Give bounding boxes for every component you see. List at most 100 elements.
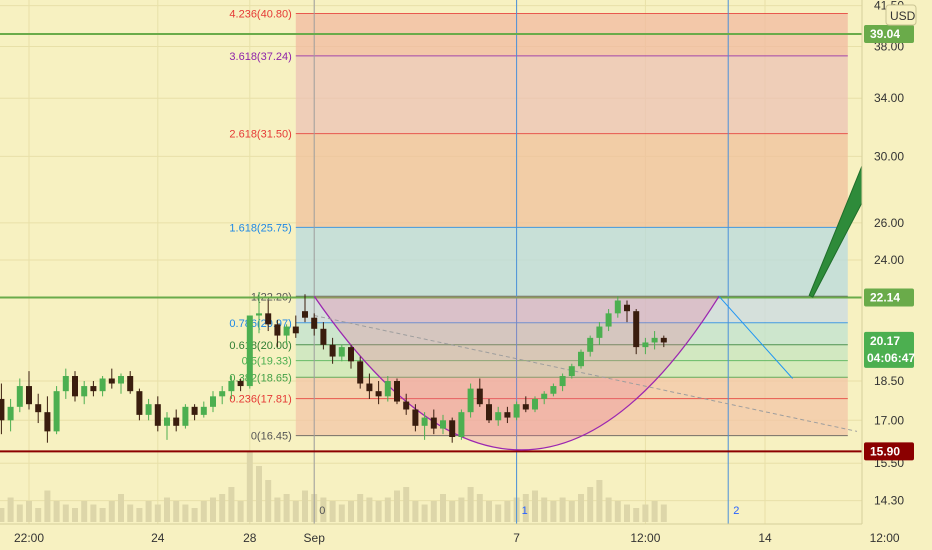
volume-bar	[265, 480, 272, 522]
candle-body	[154, 404, 161, 426]
candle-body	[458, 412, 465, 438]
candle-body	[624, 304, 630, 312]
candle-body	[99, 378, 106, 392]
candle-body	[403, 401, 410, 410]
time-axis-tick: 7	[513, 531, 520, 545]
volume-bar	[476, 494, 483, 522]
price-tag: 22.14	[870, 291, 900, 305]
candle-body	[476, 388, 483, 405]
price-axis-tick: 26.00	[874, 216, 904, 230]
candle-body	[633, 311, 640, 348]
candle-body	[366, 383, 373, 392]
candle-body	[164, 417, 170, 426]
candle-body	[145, 404, 152, 415]
time-axis-tick: Sep	[304, 531, 326, 545]
volume-bar	[550, 501, 557, 522]
volume-bar	[532, 490, 538, 522]
volume-bar	[35, 508, 42, 522]
candle-body	[504, 412, 511, 418]
volume-bar	[614, 501, 621, 522]
currency-badge	[885, 4, 917, 26]
candle-body	[532, 398, 538, 410]
volume-bar	[384, 497, 391, 522]
time-axis-tick: 28	[243, 531, 257, 545]
candle-body	[596, 326, 603, 338]
candle-body	[394, 381, 400, 402]
candle-body	[173, 417, 180, 426]
candle-body	[642, 342, 649, 348]
volume-bar	[486, 501, 492, 522]
cycle-label: 0	[319, 505, 325, 517]
volume-bar	[375, 501, 382, 522]
candle-body	[486, 404, 492, 421]
volume-bar	[660, 504, 667, 522]
candle-body	[559, 376, 566, 387]
volume-bar	[200, 501, 207, 522]
volume-bar	[274, 497, 281, 522]
candle-body	[108, 378, 115, 384]
candle-body	[200, 406, 207, 415]
volume-bar	[449, 501, 456, 522]
candle-body	[246, 315, 253, 387]
volume-bar	[90, 504, 97, 522]
fib-zone	[295, 322, 848, 345]
candle-body	[237, 381, 244, 387]
volume-bar	[578, 494, 584, 522]
price-axis-tick: 14.30	[874, 494, 904, 508]
time-axis-tick: 22:00	[14, 531, 44, 545]
candle-body	[62, 376, 69, 392]
cup-pattern-curve	[313, 295, 720, 451]
candle-body	[467, 388, 474, 413]
candle-body	[81, 386, 88, 397]
candle-body	[256, 313, 262, 316]
volume-bar	[587, 487, 594, 522]
candle-body	[660, 337, 667, 343]
candle-body	[320, 328, 327, 345]
fib-level-label: 0.5(19.33)	[242, 356, 292, 368]
candle-body	[357, 361, 364, 384]
fib-level-label: 2.618(31.50)	[229, 129, 291, 141]
time-axis-tick: 12:00	[870, 531, 900, 545]
volume-bar	[633, 508, 640, 522]
volume-bar	[541, 497, 548, 522]
volume-bar	[0, 508, 5, 522]
volume-bar	[26, 501, 32, 522]
fib-zone	[295, 398, 848, 436]
candle-body	[26, 386, 32, 405]
volume-bar	[651, 501, 658, 522]
fib-level-label: 1.618(25.75)	[229, 222, 291, 234]
fib-zone	[295, 55, 848, 134]
volume-bar	[164, 497, 170, 522]
volume-bar	[210, 497, 216, 522]
time-axis-tick: 14	[758, 531, 772, 545]
fib-level-label: 0.236(17.81)	[229, 394, 291, 406]
volume-bar	[568, 501, 575, 522]
volume-bar	[219, 494, 226, 522]
fib-zone	[295, 296, 848, 323]
candle-body	[568, 366, 575, 377]
currency-label: USD	[890, 9, 916, 23]
last-price-box	[864, 331, 914, 368]
candle-body	[44, 412, 51, 432]
volume-bar	[366, 497, 373, 522]
candle-body	[35, 404, 42, 413]
volume-bar	[99, 508, 106, 522]
fib-level-label: 0.618(20.00)	[229, 340, 291, 352]
last-price-label: 20.17	[870, 334, 900, 348]
volume-bar	[394, 490, 400, 522]
volume-bar	[348, 501, 354, 522]
volume-bar	[495, 504, 502, 522]
price-axis-tick: 17.00	[874, 413, 904, 427]
candle-body	[191, 406, 198, 415]
candle-body	[311, 317, 318, 329]
fib-zone	[295, 133, 848, 228]
candle-body	[7, 406, 14, 421]
fib-zone	[295, 227, 848, 297]
fib-level-label: 0(16.45)	[251, 431, 292, 443]
candle-body	[127, 376, 134, 392]
fib-level-label: 0.382(18.65)	[229, 372, 291, 384]
candle-body	[274, 324, 281, 336]
candle-body	[16, 386, 23, 407]
